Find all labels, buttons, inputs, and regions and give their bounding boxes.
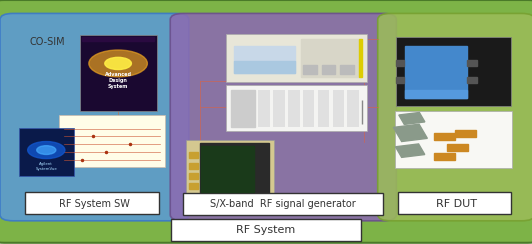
Circle shape <box>105 57 131 70</box>
FancyBboxPatch shape <box>186 140 274 196</box>
Bar <box>347 90 359 127</box>
Bar <box>405 46 467 98</box>
Circle shape <box>89 50 147 77</box>
Text: S/X-band  RF signal generator: S/X-band RF signal generator <box>211 199 356 209</box>
Bar <box>273 90 285 127</box>
Bar <box>318 90 329 127</box>
FancyBboxPatch shape <box>19 128 74 176</box>
Bar <box>234 46 295 73</box>
Text: Agilent
SystemVue: Agilent SystemVue <box>36 162 57 171</box>
Polygon shape <box>447 144 468 151</box>
Circle shape <box>28 142 65 159</box>
Bar <box>200 143 269 194</box>
Bar <box>234 61 295 73</box>
Bar <box>340 65 354 74</box>
Bar <box>396 77 404 83</box>
Bar <box>258 90 270 127</box>
Bar <box>332 90 344 127</box>
Circle shape <box>37 146 56 154</box>
Bar <box>318 90 329 127</box>
FancyBboxPatch shape <box>396 37 511 106</box>
Text: RF DUT: RF DUT <box>436 199 477 209</box>
Bar <box>405 90 467 98</box>
Bar <box>201 146 254 192</box>
Bar <box>303 65 317 74</box>
Polygon shape <box>434 133 455 140</box>
FancyBboxPatch shape <box>25 192 159 214</box>
Bar <box>231 90 255 127</box>
Bar <box>189 183 198 189</box>
Bar <box>288 90 300 127</box>
Bar <box>189 163 198 169</box>
Text: CO-SIM: CO-SIM <box>29 37 65 47</box>
Text: RF System SW: RF System SW <box>59 199 130 209</box>
Bar <box>189 152 198 158</box>
Bar <box>258 90 270 127</box>
Text: Advanced
Design
System: Advanced Design System <box>105 72 131 89</box>
FancyBboxPatch shape <box>395 111 512 168</box>
Bar <box>288 90 300 127</box>
Polygon shape <box>434 153 455 160</box>
FancyBboxPatch shape <box>226 85 367 131</box>
Bar <box>393 124 427 142</box>
Bar <box>347 90 359 127</box>
Bar <box>399 112 425 124</box>
Bar <box>322 65 335 74</box>
Bar <box>273 90 285 127</box>
Bar <box>467 77 477 83</box>
Bar <box>467 60 477 66</box>
Bar <box>332 90 344 127</box>
Bar <box>395 144 425 157</box>
FancyBboxPatch shape <box>226 34 367 82</box>
Bar <box>82 37 154 41</box>
Text: RF System: RF System <box>236 225 296 235</box>
Bar <box>301 39 359 77</box>
FancyBboxPatch shape <box>171 219 361 241</box>
Bar <box>303 90 314 127</box>
Bar <box>189 173 198 179</box>
FancyBboxPatch shape <box>170 13 396 221</box>
Bar <box>396 60 404 66</box>
FancyBboxPatch shape <box>80 35 157 111</box>
FancyBboxPatch shape <box>183 193 383 215</box>
Polygon shape <box>455 130 476 137</box>
Bar <box>303 90 314 127</box>
FancyBboxPatch shape <box>0 13 189 221</box>
FancyBboxPatch shape <box>378 13 532 221</box>
FancyBboxPatch shape <box>59 115 165 167</box>
Bar <box>359 39 362 77</box>
FancyBboxPatch shape <box>398 192 511 214</box>
